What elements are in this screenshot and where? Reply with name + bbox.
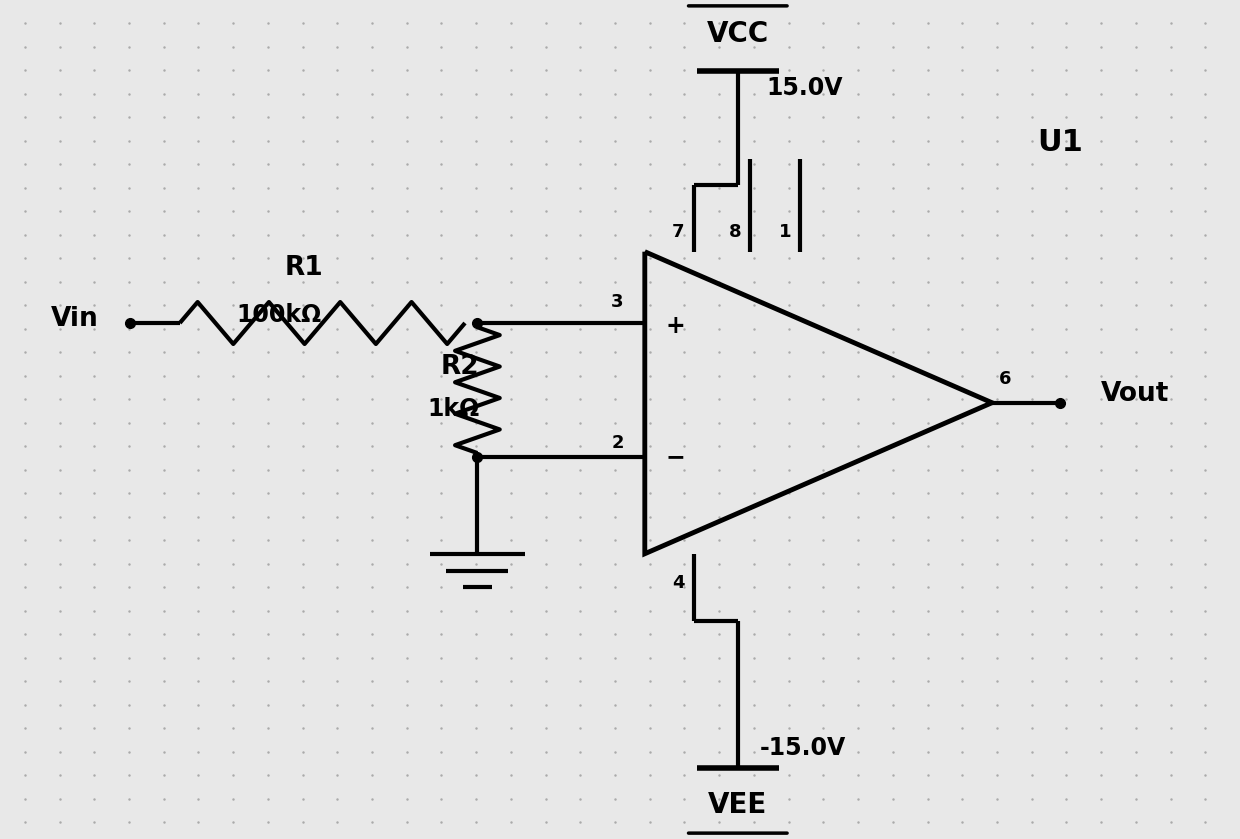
Text: 15.0V: 15.0V [766,76,843,100]
Text: +: + [666,314,686,337]
Text: 1: 1 [779,222,791,241]
Text: 100kΩ: 100kΩ [237,303,321,326]
Text: 3: 3 [611,293,624,311]
Text: 8: 8 [729,222,742,241]
Text: Vout: Vout [1100,382,1169,407]
Text: R1: R1 [284,256,324,281]
Text: 4: 4 [672,574,684,592]
Text: 2: 2 [611,434,624,452]
Text: VCC: VCC [707,19,769,48]
Text: R2: R2 [440,354,479,379]
Text: 7: 7 [672,222,684,241]
Text: −: − [666,446,686,469]
Text: 6: 6 [999,370,1012,388]
Text: U1: U1 [1038,128,1083,157]
Text: Vin: Vin [51,306,98,331]
Text: 1kΩ: 1kΩ [428,398,480,421]
Text: -15.0V: -15.0V [760,737,847,760]
Text: VEE: VEE [708,791,768,820]
